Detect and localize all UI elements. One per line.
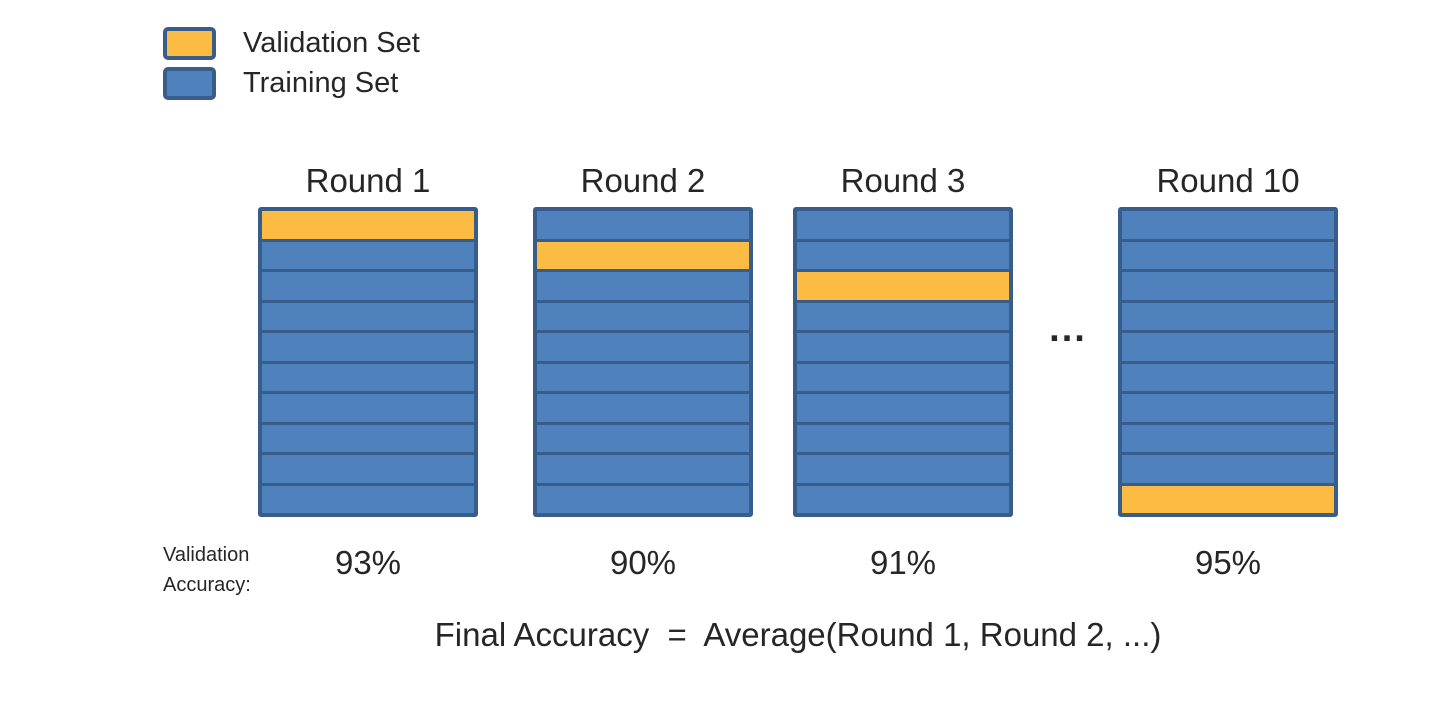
- training-fold-segment: [262, 363, 474, 391]
- training-fold-segment: [262, 394, 474, 422]
- training-fold-segment: [537, 302, 749, 330]
- training-fold-segment: [1122, 302, 1334, 330]
- training-fold-segment: [1122, 333, 1334, 361]
- training-fold-segment: [537, 272, 749, 300]
- training-fold-segment: [537, 424, 749, 452]
- training-fold-segment: [537, 394, 749, 422]
- training-fold-segment: [1122, 211, 1334, 239]
- training-fold-segment: [1122, 394, 1334, 422]
- validation-accuracy-label-line2: Accuracy:: [163, 574, 251, 596]
- accuracy-value: 90%: [609, 544, 677, 581]
- validation-fold-segment: [262, 211, 474, 239]
- training-fold-segment: [262, 241, 474, 269]
- validation-fold-segment: [537, 241, 749, 269]
- legend-item-validation: Validation Set: [163, 27, 420, 60]
- validation-swatch: [163, 27, 216, 60]
- training-fold-segment: [797, 485, 1009, 513]
- training-fold-segment: [797, 211, 1009, 239]
- training-fold-segment: [537, 333, 749, 361]
- training-fold-segment: [1122, 424, 1334, 452]
- training-fold-segment: [1122, 241, 1334, 269]
- training-fold-segment: [797, 455, 1009, 483]
- training-fold-segment: [797, 241, 1009, 269]
- final-accuracy-formula: Final Accuracy = Average(Round 1, Round …: [434, 616, 1162, 653]
- round-title: Round 1: [305, 162, 431, 199]
- training-fold-segment: [537, 363, 749, 391]
- round-column-2: Round 2 90%: [533, 155, 753, 583]
- training-fold-segment: [262, 302, 474, 330]
- training-fold-segment: [537, 455, 749, 483]
- round-title: Round 2: [580, 162, 706, 199]
- training-fold-segment: [797, 302, 1009, 330]
- training-fold-segment: [797, 424, 1009, 452]
- validation-fold-segment: [1122, 485, 1334, 513]
- training-swatch: [163, 67, 216, 100]
- training-fold-segment: [262, 272, 474, 300]
- training-fold-segment: [797, 363, 1009, 391]
- round-title: Round 10: [1156, 162, 1300, 199]
- validation-fold-segment: [797, 272, 1009, 300]
- training-fold-segment: [537, 485, 749, 513]
- legend-label-training: Training Set: [243, 67, 399, 99]
- training-fold-segment: [537, 211, 749, 239]
- legend: Validation Set Training Set: [163, 27, 420, 100]
- training-fold-segment: [797, 333, 1009, 361]
- accuracy-value: 95%: [1194, 544, 1262, 581]
- training-fold-segment: [1122, 363, 1334, 391]
- fold-stack: [533, 207, 753, 517]
- training-fold-segment: [262, 333, 474, 361]
- training-fold-segment: [797, 394, 1009, 422]
- training-fold-segment: [262, 485, 474, 513]
- fold-stack: [1118, 207, 1338, 517]
- accuracy-value: 91%: [869, 544, 937, 581]
- ellipsis: ...: [1049, 308, 1087, 350]
- round-column-1: Round 1 93%: [258, 155, 478, 583]
- training-fold-segment: [262, 424, 474, 452]
- training-fold-segment: [1122, 455, 1334, 483]
- round-column-3: Round 3 91%: [793, 155, 1013, 583]
- validation-accuracy-label: Validation Accuracy:: [163, 540, 251, 600]
- legend-item-training: Training Set: [163, 67, 420, 100]
- accuracy-value: 93%: [334, 544, 402, 581]
- training-fold-segment: [1122, 272, 1334, 300]
- fold-stack: [793, 207, 1013, 517]
- round-column-4: Round 10 95%: [1118, 155, 1338, 583]
- legend-label-validation: Validation Set: [243, 27, 420, 59]
- training-fold-segment: [262, 455, 474, 483]
- fold-stack: [258, 207, 478, 517]
- round-title: Round 3: [840, 162, 966, 199]
- validation-accuracy-label-line1: Validation: [163, 544, 250, 566]
